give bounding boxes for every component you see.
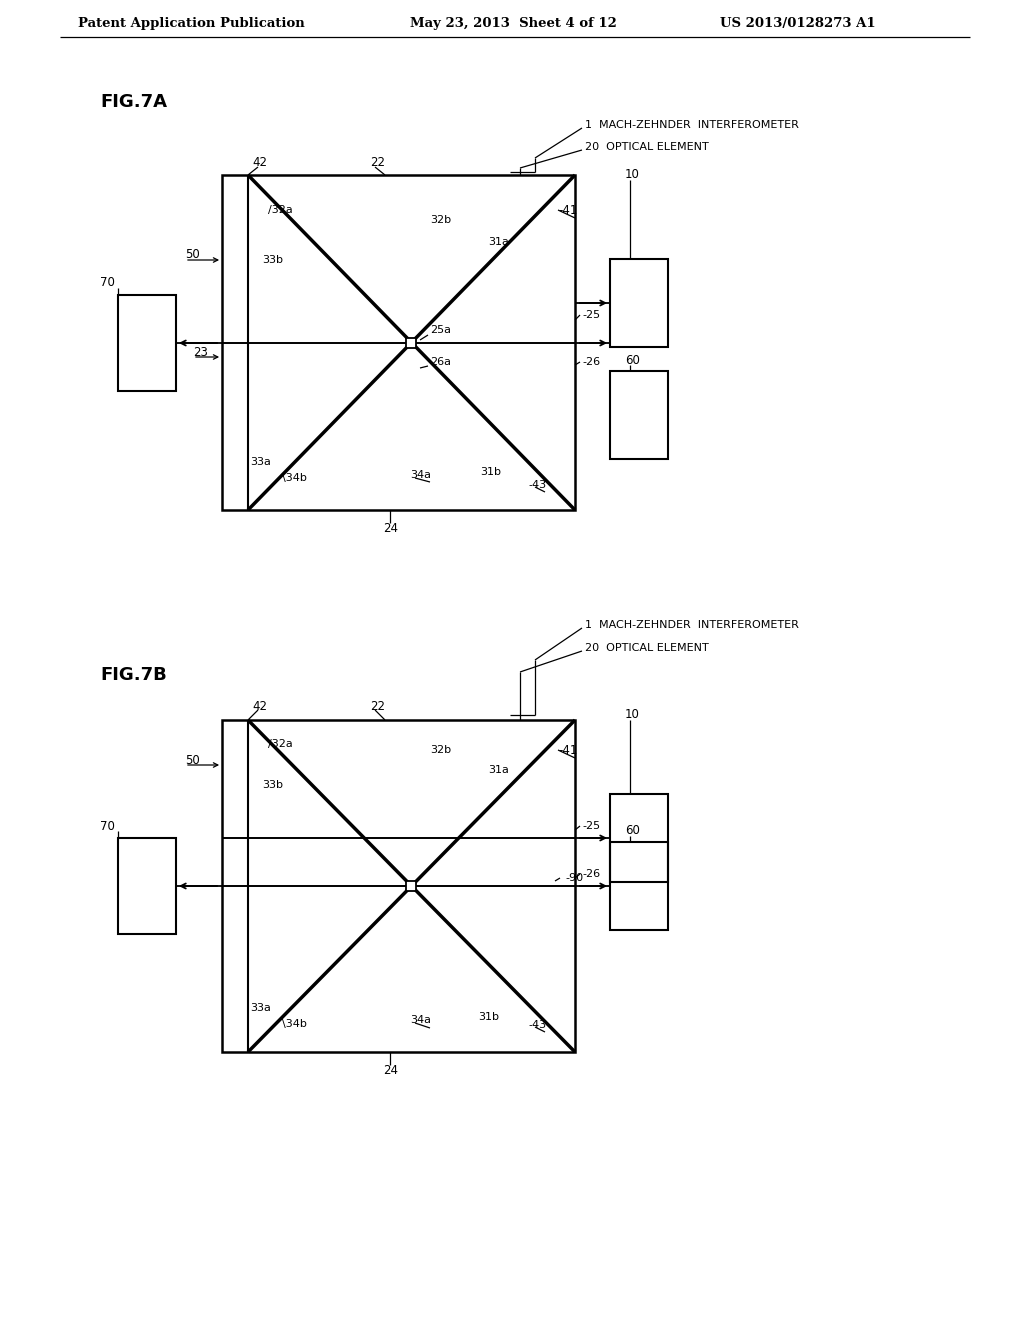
Text: 31a: 31a: [488, 766, 509, 775]
Bar: [610, 795, 668, 882]
Bar: [406, 880, 416, 891]
Text: 33b: 33b: [262, 255, 283, 265]
Text: 10: 10: [625, 709, 640, 722]
Text: -90: -90: [565, 873, 583, 883]
Text: 42: 42: [252, 156, 267, 169]
Text: 20  OPTICAL ELEMENT: 20 OPTICAL ELEMENT: [585, 143, 709, 152]
Bar: [406, 338, 416, 348]
Text: 24: 24: [383, 1064, 398, 1077]
Text: /32a: /32a: [268, 205, 293, 215]
Text: 50: 50: [185, 248, 200, 261]
Text: Patent Application Publication: Patent Application Publication: [78, 16, 305, 29]
Text: 24: 24: [383, 521, 398, 535]
Bar: [610, 842, 668, 931]
Text: -26: -26: [582, 869, 600, 879]
Text: 22: 22: [370, 156, 385, 169]
Bar: [610, 371, 668, 459]
Text: 33b: 33b: [262, 780, 283, 789]
Text: 33a: 33a: [250, 1003, 271, 1012]
Text: /32a: /32a: [268, 739, 293, 748]
Bar: [610, 259, 668, 347]
Text: 31b: 31b: [480, 467, 501, 477]
Text: 70: 70: [100, 820, 115, 833]
Text: 32b: 32b: [430, 215, 452, 224]
Text: FIG.7B: FIG.7B: [100, 667, 167, 684]
Text: 26a: 26a: [430, 356, 451, 367]
Bar: [118, 294, 176, 391]
Text: 1  MACH-ZEHNDER  INTERFEROMETER: 1 MACH-ZEHNDER INTERFEROMETER: [585, 120, 799, 129]
Text: -25: -25: [582, 310, 600, 319]
Text: 70: 70: [100, 276, 115, 289]
Text: 23: 23: [193, 346, 208, 359]
Text: 25a: 25a: [430, 325, 451, 335]
Text: US 2013/0128273 A1: US 2013/0128273 A1: [720, 16, 876, 29]
Text: 60: 60: [625, 825, 640, 837]
Text: 10: 10: [625, 169, 640, 181]
Text: 31b: 31b: [478, 1012, 499, 1022]
Text: 32b: 32b: [430, 744, 452, 755]
Text: 20  OPTICAL ELEMENT: 20 OPTICAL ELEMENT: [585, 643, 709, 653]
Text: -43: -43: [528, 480, 546, 490]
Text: 34a: 34a: [410, 470, 431, 480]
Text: -25: -25: [582, 821, 600, 832]
Text: FIG.7A: FIG.7A: [100, 92, 167, 111]
Text: 60: 60: [625, 354, 640, 367]
Text: -41: -41: [558, 743, 578, 756]
Text: -43: -43: [528, 1020, 546, 1030]
Text: \34b: \34b: [282, 473, 307, 483]
Text: 1  MACH-ZEHNDER  INTERFEROMETER: 1 MACH-ZEHNDER INTERFEROMETER: [585, 620, 799, 630]
Text: 31a: 31a: [488, 238, 509, 247]
Text: 33a: 33a: [250, 457, 271, 467]
Bar: [222, 719, 575, 1052]
Text: -26: -26: [582, 356, 600, 367]
Text: \34b: \34b: [282, 1019, 307, 1030]
Bar: [222, 176, 575, 510]
Text: 34a: 34a: [410, 1015, 431, 1026]
Bar: [118, 838, 176, 935]
Text: -41: -41: [558, 203, 578, 216]
Text: 50: 50: [185, 754, 200, 767]
Text: 42: 42: [252, 700, 267, 713]
Text: May 23, 2013  Sheet 4 of 12: May 23, 2013 Sheet 4 of 12: [410, 16, 616, 29]
Text: 22: 22: [370, 700, 385, 713]
